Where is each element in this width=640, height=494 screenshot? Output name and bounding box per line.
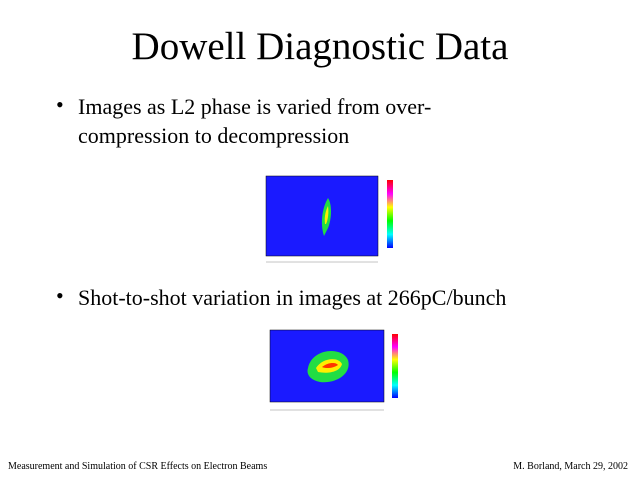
- beam-image: [256, 312, 404, 422]
- slide-title: Dowell Diagnostic Data: [131, 25, 509, 68]
- footer-left: Measurement and Simulation of CSR Effect…: [8, 461, 268, 472]
- bullet-line: Shot-to-shot variation in images at 266p…: [78, 285, 507, 310]
- beam-image: [252, 158, 397, 272]
- bullet-line: compression to decompression: [78, 123, 350, 148]
- bullet-line: Images as L2 phase is varied from over-: [78, 94, 432, 119]
- footer-right: M. Borland, March 29, 2002: [513, 461, 628, 472]
- bullet-dot: •: [56, 283, 64, 308]
- bullet-dot: •: [56, 92, 64, 117]
